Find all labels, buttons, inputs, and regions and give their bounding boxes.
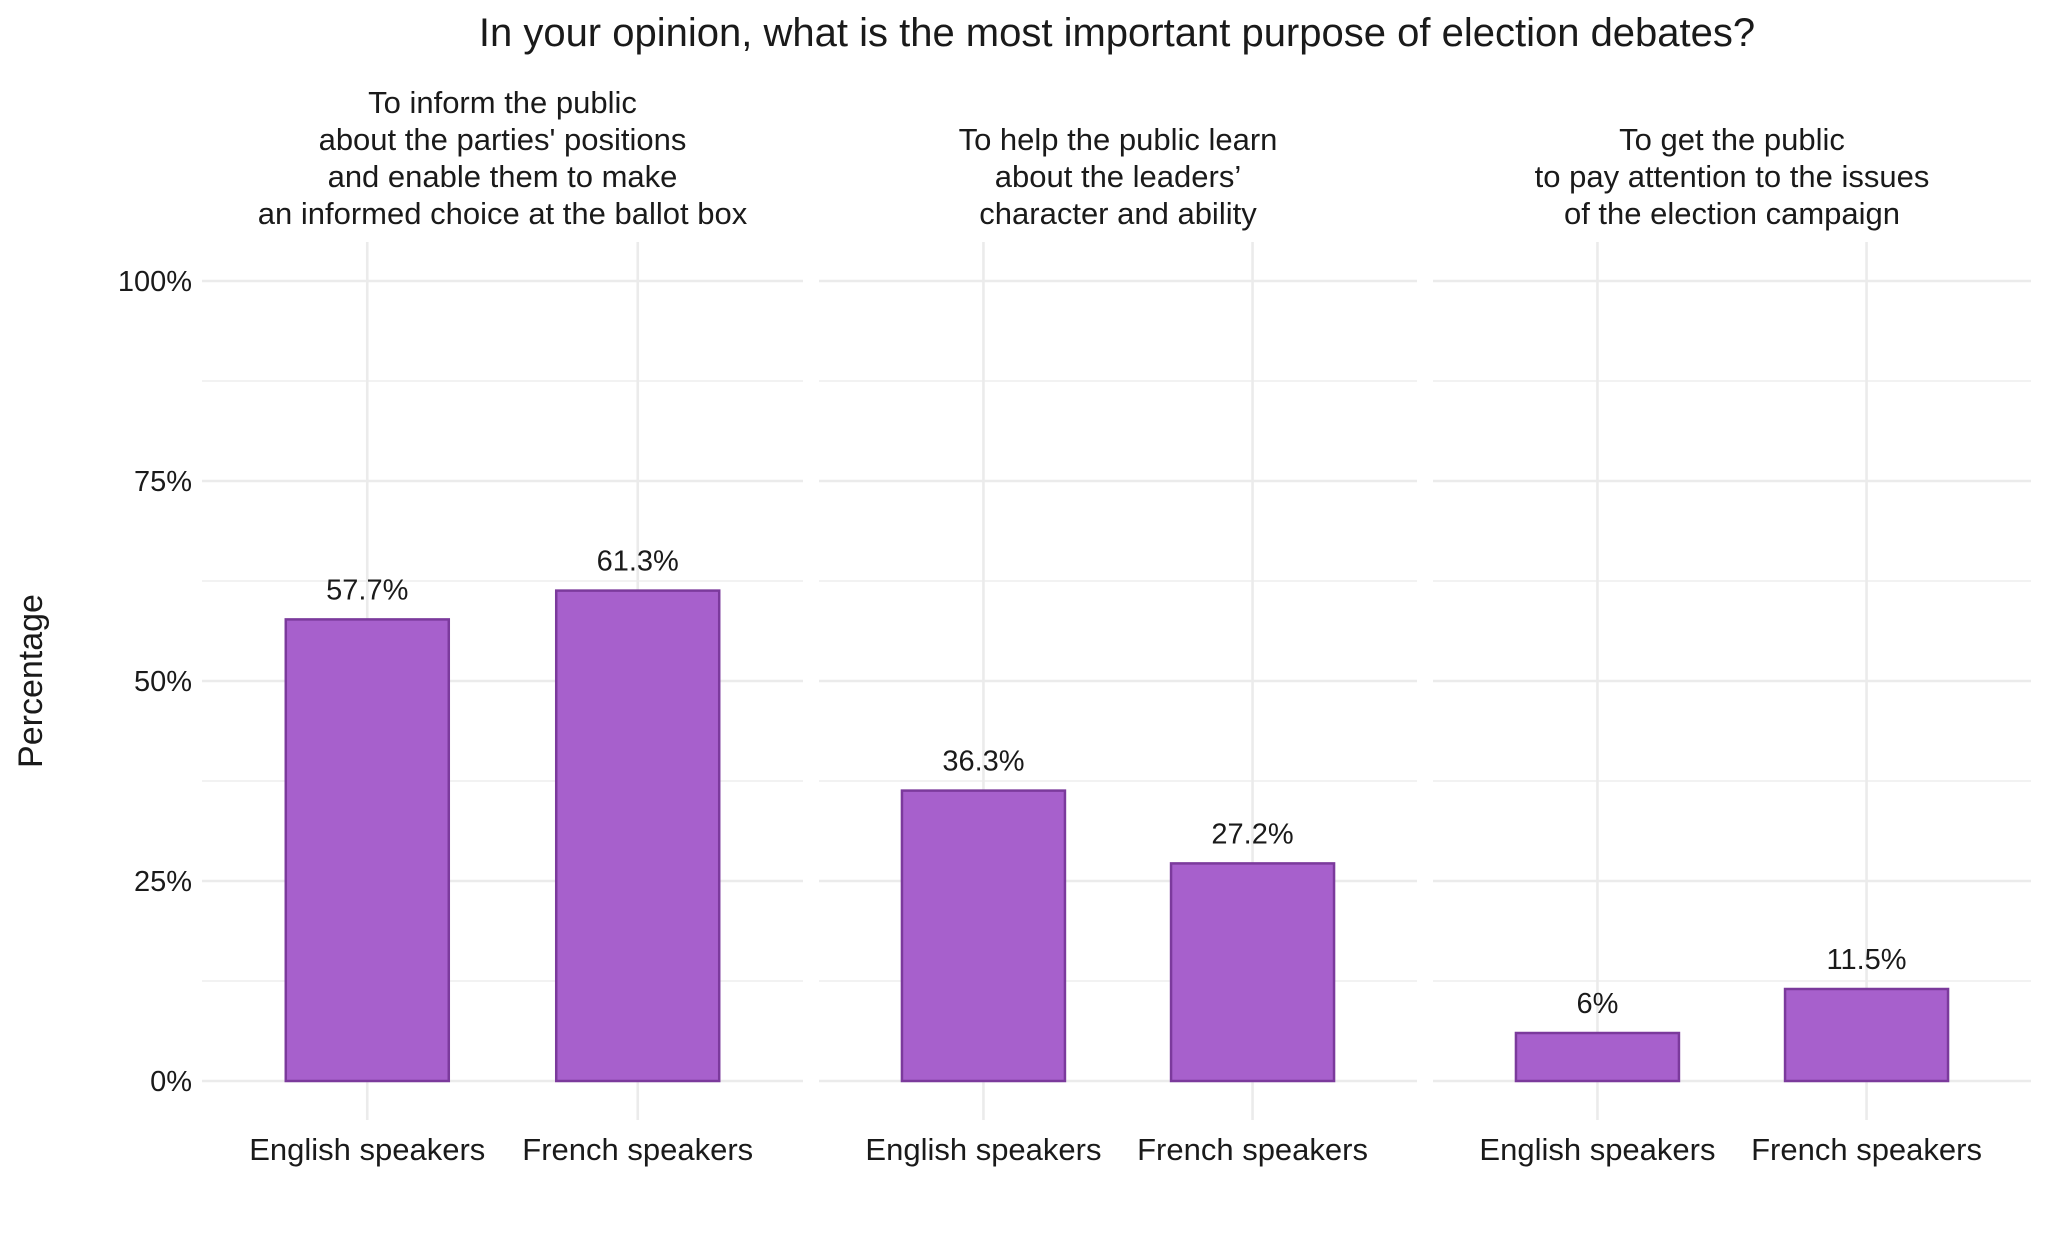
panel-title-line: To get the public — [1619, 122, 1845, 157]
x-tick-label: French speakers — [1137, 1132, 1368, 1167]
bar — [900, 789, 1067, 1083]
panel-title-line: character and ability — [979, 196, 1257, 231]
x-tick-label: English speakers — [1479, 1132, 1715, 1167]
y-tick-label: 50% — [134, 666, 192, 698]
data-label: 11.5% — [1827, 944, 1907, 976]
bar — [1169, 862, 1336, 1083]
x-tick-label: French speakers — [522, 1132, 753, 1167]
panel-title-line: to pay attention to the issues — [1535, 159, 1930, 194]
panel-title-line: and enable them to make — [328, 159, 678, 194]
panel-title-line: To help the public learn — [959, 122, 1278, 157]
bar — [1783, 987, 1950, 1083]
bar — [284, 618, 451, 1083]
y-tick-label: 25% — [134, 866, 192, 898]
data-label: 27.2% — [1211, 818, 1293, 850]
panel-title-line: of the election campaign — [1564, 196, 1900, 231]
chart-title: In your opinion, what is the most import… — [479, 11, 1755, 55]
panel-title-line: about the parties' positions — [319, 122, 687, 157]
y-tick-label: 75% — [134, 466, 192, 498]
bar — [554, 589, 721, 1083]
panel-title-line: To inform the public — [368, 85, 637, 120]
x-tick-label: English speakers — [249, 1132, 485, 1167]
y-axis-label: Percentage — [12, 594, 50, 768]
y-tick-label: 100% — [118, 266, 192, 298]
panel-title-line: about the leaders’ — [995, 159, 1241, 194]
y-tick-label: 0% — [150, 1066, 192, 1098]
data-label: 36.3% — [942, 746, 1024, 778]
bar — [1514, 1031, 1681, 1083]
x-tick-label: French speakers — [1751, 1132, 1982, 1167]
panel-title-line: an informed choice at the ballot box — [258, 196, 748, 231]
data-label: 57.7% — [326, 574, 408, 606]
data-label: 6% — [1576, 988, 1618, 1020]
data-label: 61.3% — [597, 546, 679, 578]
x-tick-label: English speakers — [865, 1132, 1101, 1167]
